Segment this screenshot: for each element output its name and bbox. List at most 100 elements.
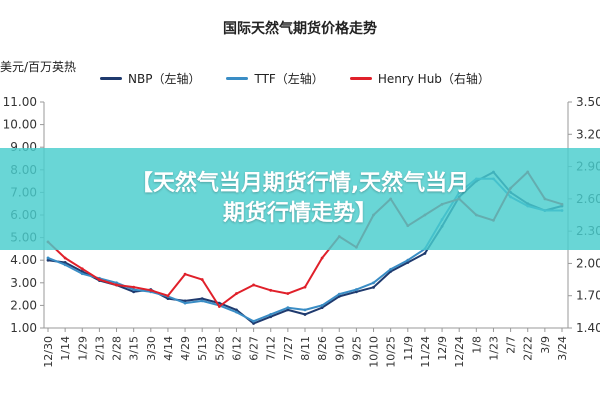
data-point-ttf (200, 299, 204, 303)
x-tick-label: 8/11 (299, 336, 312, 361)
legend-label-ttf: TTF（左轴） (254, 72, 324, 86)
x-tick-label: 12/30 (42, 336, 55, 368)
x-tick-label: 5/28 (213, 336, 226, 361)
x-tick-label: 5/13 (196, 336, 209, 361)
left-tick-label: 3.00 (10, 276, 37, 290)
legend-swatch-ttf (226, 77, 249, 80)
x-tick-label: 1/14 (59, 336, 72, 361)
data-point-nbp (320, 306, 324, 310)
data-point-ttf (389, 267, 393, 271)
data-point-ttf (286, 306, 290, 310)
data-point-ttf (46, 256, 50, 260)
x-tick-label: 7/12 (265, 336, 278, 361)
data-point-henry-hub (303, 285, 307, 289)
data-point-henry-hub (235, 292, 238, 295)
data-point-nbp (423, 252, 427, 255)
data-point-nbp (183, 299, 187, 303)
data-point-ttf (252, 319, 256, 323)
x-tick-label: 10/25 (385, 336, 398, 368)
left-tick-label: 4.00 (10, 253, 37, 267)
data-point-henry-hub (98, 278, 101, 281)
data-point-ttf (63, 263, 67, 267)
data-point-ttf (303, 308, 307, 312)
x-tick-label: 10/10 (368, 336, 381, 368)
data-point-nbp (406, 261, 410, 264)
x-tick-label: 7/27 (282, 336, 295, 361)
data-point-nbp (252, 322, 256, 325)
data-point-henry-hub (200, 278, 204, 281)
x-tick-label: 3/30 (145, 336, 158, 361)
data-point-henry-hub (132, 285, 136, 289)
data-point-ttf (132, 288, 136, 291)
data-point-nbp (235, 308, 238, 312)
data-point-ttf (337, 292, 341, 296)
data-point-henry-hub (320, 256, 324, 260)
data-point-nbp (63, 261, 67, 264)
left-tick-label: 10.00 (3, 118, 37, 132)
data-point-nbp (269, 315, 273, 319)
legend-item-henry-hub: Henry Hub（右轴） (349, 70, 490, 87)
chart-legend: NBP（左轴） TTF（左轴） Henry Hub（右轴） (100, 70, 490, 87)
x-tick-label: 3/24 (556, 336, 569, 361)
x-tick-label: 11/9 (402, 336, 415, 361)
banner-line-2: 期货行情走势】 (222, 201, 377, 226)
x-tick-label: 3/9 (539, 336, 552, 354)
x-tick-label: 12/24 (453, 336, 466, 368)
x-tick-label: 11/24 (419, 336, 432, 368)
x-tick-label: 8/26 (316, 336, 329, 361)
data-point-nbp (132, 290, 136, 294)
right-tick-label: 1.40 (576, 321, 600, 335)
data-point-ttf (269, 313, 273, 316)
data-point-ttf (320, 304, 324, 307)
x-tick-label: 4/14 (162, 336, 175, 361)
data-point-henry-hub (252, 283, 256, 287)
data-point-henry-hub (149, 288, 153, 292)
x-tick-label: 3/15 (128, 336, 141, 361)
x-tick-label: 1/8 (470, 336, 483, 354)
x-tick-label: 1/23 (487, 336, 500, 361)
chart-title: 国际天然气期货价格走势 (223, 21, 377, 37)
x-tick-label: 9/10 (333, 336, 346, 361)
x-tick-label: 6/27 (248, 336, 261, 361)
x-tick-label: 2/28 (111, 336, 124, 361)
legend-item-ttf: TTF（左轴） (226, 70, 324, 87)
left-tick-label: 1.00 (10, 321, 37, 335)
data-point-ttf (372, 281, 375, 285)
x-tick-label: 2/22 (522, 336, 535, 361)
x-tick-label: 2/7 (505, 336, 518, 354)
data-point-henry-hub (115, 283, 118, 287)
legend-item-nbp: NBP（左轴） (100, 70, 200, 87)
data-point-nbp (200, 297, 204, 301)
data-point-henry-hub (63, 256, 67, 260)
data-point-ttf (235, 310, 238, 314)
left-axis-unit: 美元/百万英热 (0, 60, 77, 74)
data-point-ttf (115, 281, 118, 285)
data-point-henry-hub (166, 294, 170, 298)
x-tick-label: 6/12 (230, 336, 243, 361)
right-tick-label: 2.00 (576, 256, 600, 270)
x-tick-label: 9/25 (350, 336, 363, 361)
data-point-henry-hub (183, 272, 187, 276)
data-point-ttf (406, 258, 410, 262)
x-tick-label: 2/13 (93, 336, 106, 361)
x-tick-label: 1/29 (76, 336, 89, 361)
data-point-ttf (355, 288, 358, 291)
legend-swatch-henry-hub (349, 77, 372, 80)
legend-swatch-nbp (100, 77, 122, 80)
right-tick-label: 1.70 (576, 289, 600, 303)
data-point-ttf (183, 301, 187, 305)
headline-banner: 【天然气当月期货行情,天然气当月 期货行情走势】 (0, 148, 600, 250)
x-tick-label: 12/9 (436, 336, 449, 361)
data-point-nbp (303, 313, 307, 316)
data-point-nbp (286, 308, 290, 312)
left-tick-label: 11.00 (3, 95, 37, 109)
data-point-henry-hub (269, 288, 273, 292)
x-tick-label: 4/29 (179, 336, 192, 361)
banner-line-1: 【天然气当月期货行情,天然气当月 (130, 171, 470, 196)
data-point-henry-hub (286, 292, 290, 295)
right-tick-label: 3.20 (576, 127, 600, 141)
legend-label-henry-hub: Henry Hub（右轴） (377, 72, 490, 86)
legend-label-nbp: NBP（左轴） (128, 72, 201, 86)
data-point-henry-hub (217, 305, 221, 308)
